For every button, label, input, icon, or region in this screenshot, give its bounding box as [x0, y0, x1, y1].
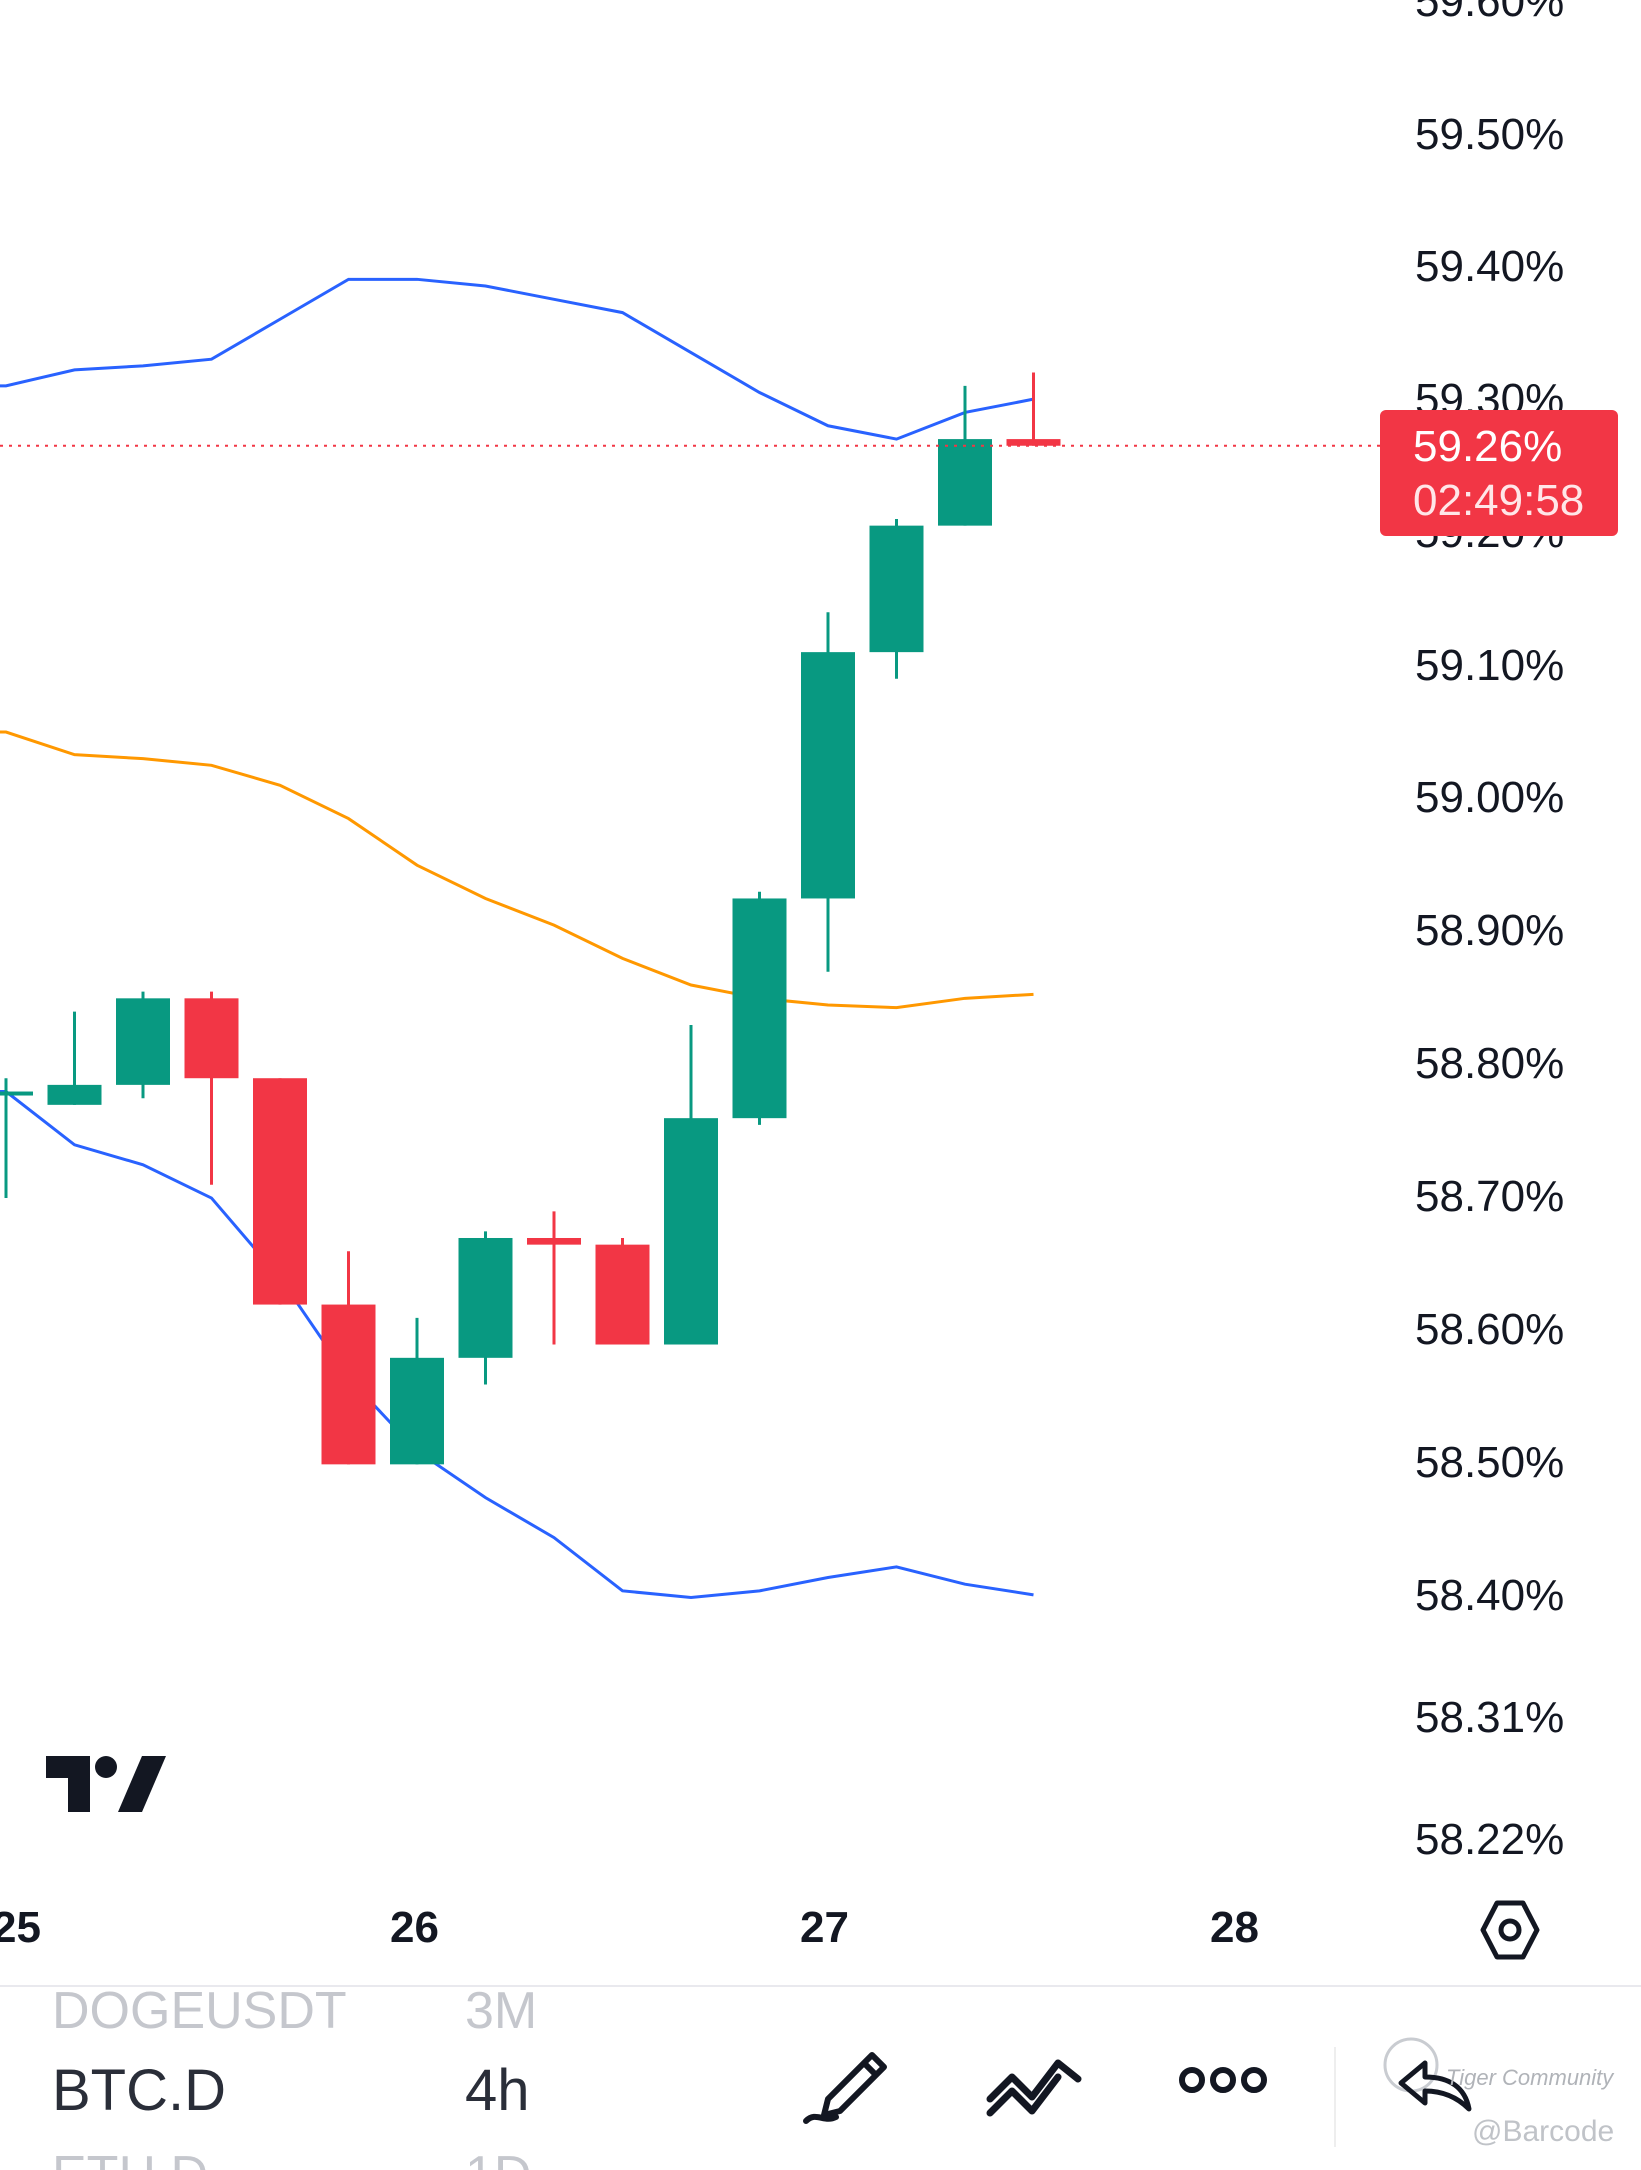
time-tick-label: 26 — [390, 1903, 439, 1952]
watermark-handle: @Barcode — [1472, 2115, 1615, 2148]
price-tick-label: 58.70% — [1415, 1172, 1564, 1221]
candle-body — [732, 898, 787, 1119]
candle-body — [801, 652, 855, 899]
active-symbol[interactable]: BTC.D — [52, 2058, 226, 2123]
candle — [321, 1251, 376, 1465]
bollinger-middle-line — [0, 730, 1034, 1010]
pencil-icon[interactable] — [790, 2025, 900, 2135]
time-tick-label: 25 — [0, 1903, 41, 1952]
bollinger-bands — [0, 277, 1034, 1600]
settings-hexagon-icon[interactable] — [1475, 1895, 1545, 1965]
candle — [1006, 372, 1061, 446]
active-interval[interactable]: 4h — [465, 2058, 530, 2123]
price-tick-label: 58.31% — [1415, 1693, 1564, 1742]
candle-body — [664, 1118, 718, 1345]
candle-body — [116, 998, 170, 1085]
candle-body — [321, 1304, 376, 1465]
chart-area[interactable]: 59.60%59.50%59.40%59.30%59.20%59.10%59.0… — [0, 0, 1641, 1985]
candles — [0, 372, 1061, 1465]
undo-icon[interactable] — [1375, 2025, 1485, 2135]
candle — [664, 1024, 718, 1345]
prev-interval[interactable]: 3M — [465, 1985, 538, 2040]
price-tick-label: 59.60% — [1415, 0, 1564, 26]
time-tick-label: 28 — [1210, 1903, 1259, 1952]
tradingview-logo-icon[interactable] — [46, 1752, 166, 1816]
last-price-tag: 59.26% 02:49:58 — [1380, 409, 1618, 536]
candle — [732, 891, 787, 1125]
price-tick-label: 58.90% — [1415, 906, 1564, 955]
price-tick-label: 59.10% — [1415, 641, 1564, 690]
bar-countdown: 02:49:58 — [1413, 475, 1585, 525]
price-tick-label: 58.50% — [1415, 1438, 1564, 1487]
price-tick-label: 58.40% — [1415, 1571, 1564, 1620]
price-axis[interactable]: 59.60%59.50%59.40%59.30%59.20%59.10%59.0… — [1415, 0, 1564, 1864]
time-tick-label: 27 — [800, 1903, 849, 1952]
candle-body — [1006, 439, 1061, 446]
bollinger-upper-line — [0, 277, 1034, 441]
candle-body — [458, 1237, 513, 1358]
candle — [253, 1078, 307, 1305]
price-tick-label: 59.50% — [1415, 110, 1564, 159]
last-price-value: 59.26% — [1413, 421, 1563, 471]
candle — [938, 385, 992, 526]
more-dots-icon[interactable] — [1168, 2025, 1278, 2135]
candle-body — [595, 1244, 650, 1345]
candle-body — [47, 1084, 102, 1105]
candle — [47, 1011, 102, 1105]
candle — [184, 991, 239, 1185]
candle — [116, 991, 170, 1099]
candle — [801, 612, 855, 972]
price-tick-label: 59.40% — [1415, 242, 1564, 291]
candle-body — [527, 1237, 581, 1245]
candle-body — [938, 439, 992, 526]
bollinger-lower-line — [0, 1090, 1034, 1600]
candle — [595, 1237, 650, 1345]
candle-body — [253, 1078, 307, 1305]
candle-body — [184, 998, 239, 1079]
candle — [527, 1211, 581, 1345]
next-symbol[interactable]: ETH.D — [52, 2145, 208, 2170]
price-tick-label: 58.60% — [1415, 1305, 1564, 1354]
watermark-community: Tiger Community — [1446, 2065, 1614, 2090]
candle — [869, 518, 924, 679]
candle — [0, 1078, 33, 1199]
candlestick-chart[interactable]: 59.60%59.50%59.40%59.30%59.20%59.10%59.0… — [0, 0, 1641, 1985]
candle — [390, 1317, 444, 1465]
next-interval[interactable]: 1D — [465, 2145, 531, 2170]
price-tick-label: 58.22% — [1415, 1815, 1564, 1864]
candle-body — [0, 1091, 33, 1096]
candle-body — [869, 525, 924, 653]
candle-body — [390, 1357, 444, 1465]
price-tick-label: 59.00% — [1415, 773, 1564, 822]
symbol-bar: DOGEUSDT 3M BTC.D 4h ETH.D 1D Tiger Comm… — [0, 1985, 1641, 2170]
candle — [458, 1231, 513, 1385]
price-tick-label: 58.80% — [1415, 1039, 1564, 1088]
toolbar-divider — [1334, 2047, 1336, 2147]
indicators-icon[interactable] — [980, 2025, 1090, 2135]
prev-symbol[interactable]: DOGEUSDT — [52, 1985, 347, 2040]
time-axis[interactable]: 25 26 27 28 — [0, 1903, 1259, 1952]
